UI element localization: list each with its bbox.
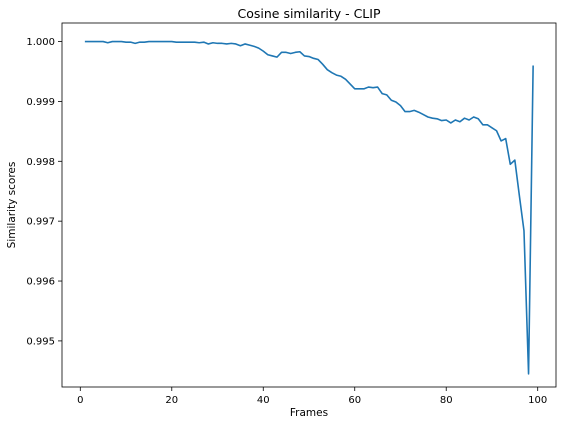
x-tick-label: 60 <box>348 395 361 406</box>
x-tick-label: 100 <box>528 395 547 406</box>
y-tick-label: 0.995 <box>26 336 55 347</box>
chart-title: Cosine similarity - CLIP <box>238 6 381 21</box>
series-line <box>84 40 534 375</box>
plot-area <box>62 23 556 387</box>
y-tick-label: 0.998 <box>26 157 55 168</box>
x-axis-label: Frames <box>290 407 328 419</box>
y-axis-label: Similarity scores <box>6 162 18 249</box>
x-tick-label: 20 <box>165 395 178 406</box>
y-tick-label: 1.000 <box>26 37 55 48</box>
x-tick-label: 0 <box>77 395 83 406</box>
y-tick-label: 0.996 <box>26 277 55 288</box>
x-tick-label: 80 <box>440 395 453 406</box>
y-tick-label: 0.997 <box>26 217 55 228</box>
plot-frame <box>61 22 557 388</box>
x-axis-ticks: 0 20 40 60 80 100 <box>77 387 547 406</box>
y-tick-label: 0.999 <box>26 97 55 108</box>
x-tick-label: 40 <box>257 395 270 406</box>
y-axis-ticks: 0.995 0.996 0.997 0.998 0.999 1.000 <box>26 37 62 347</box>
